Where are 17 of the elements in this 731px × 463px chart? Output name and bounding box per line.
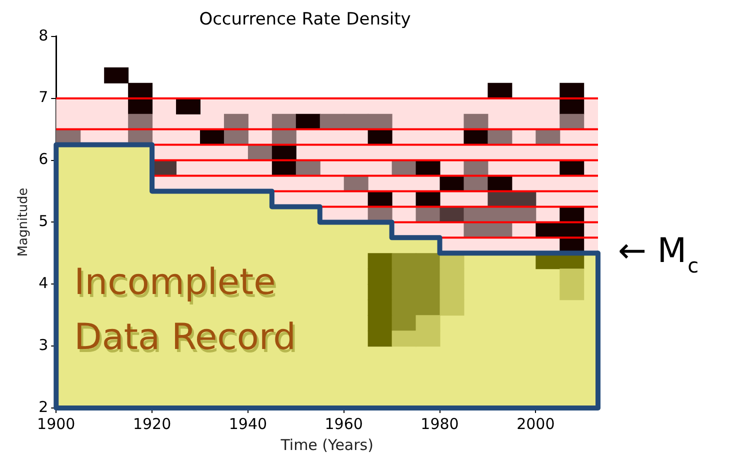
x-tick-label: 1920: [132, 414, 172, 433]
x-tick-label: 1940: [228, 414, 268, 433]
x-tick-label: 1900: [37, 414, 76, 433]
y-tick-label: 8: [38, 26, 48, 44]
y-axis-title: Magnitude: [16, 188, 32, 257]
y-tick-label: 7: [38, 88, 48, 106]
y-tick-label: 2: [38, 398, 48, 416]
x-tick-label: 1980: [420, 414, 459, 433]
y-tick-label: 3: [38, 336, 48, 354]
x-axis-title: Time (Years): [280, 436, 374, 454]
y-tick-label: 4: [38, 274, 48, 292]
y-tick-label: 6: [38, 150, 48, 168]
chart-title: Occurrence Rate Density: [199, 10, 411, 30]
x-tick-label: 2000: [516, 414, 555, 433]
x-tick-label: 1960: [324, 414, 363, 433]
y-tick-label: 5: [38, 212, 48, 230]
annotation: Incomplete Data Record: [74, 262, 298, 362]
